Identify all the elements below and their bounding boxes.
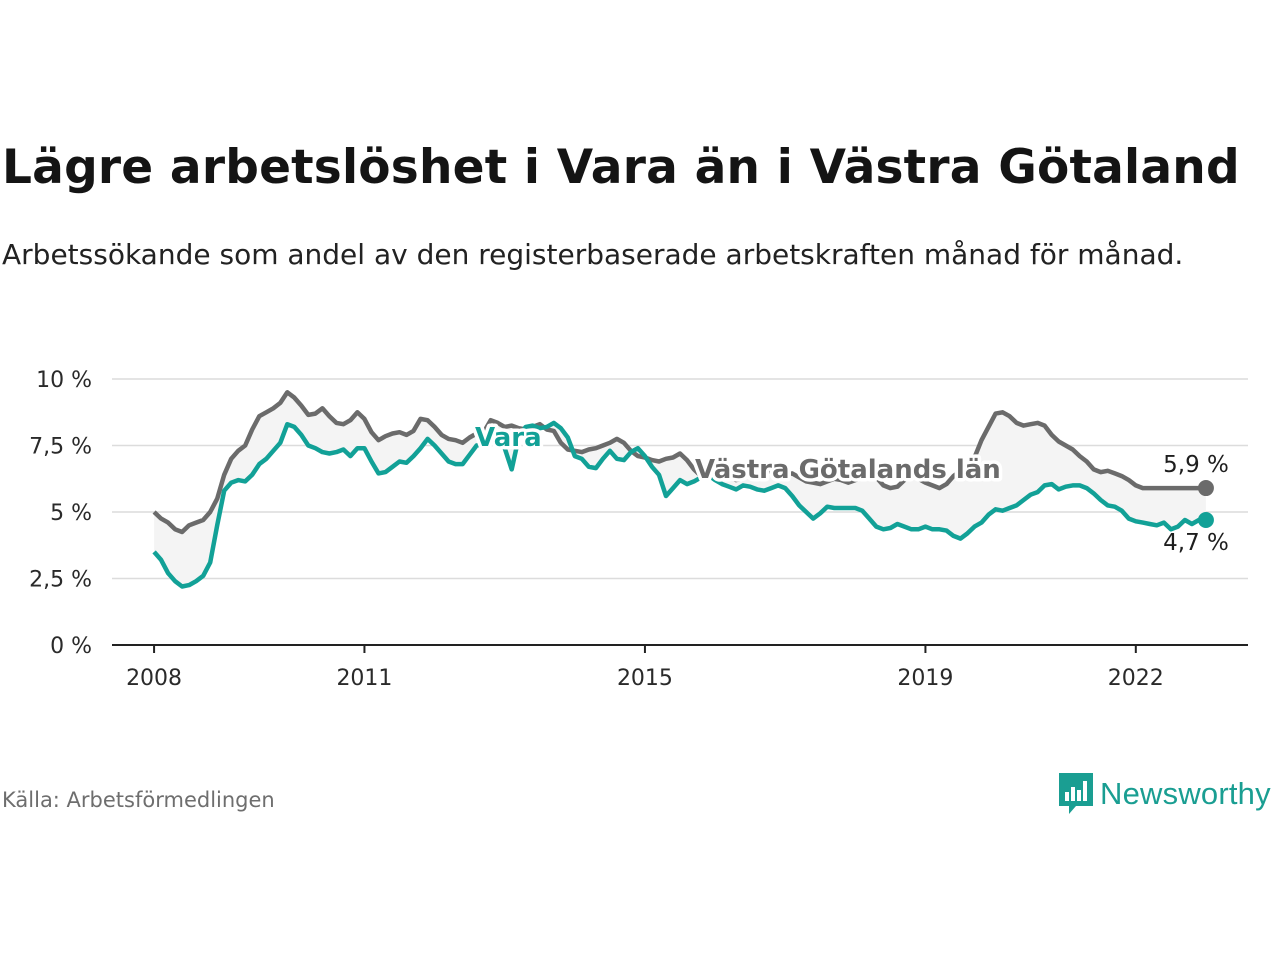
brand-name: Newsworthy (1100, 776, 1271, 811)
grid-lines (112, 378, 1248, 580)
newsworthy-logo: Newsworthy (1058, 772, 1271, 816)
series-label-vara: Vara (475, 423, 542, 453)
y-tick-label: 0 % (50, 634, 92, 659)
end-markers: 5,9 % 4,7 % (1163, 452, 1229, 556)
line-chart: 0 % 2,5 % 5 % 7,5 % 10 % Vara Västra Götaland… (29, 368, 1248, 691)
y-tick-label: 7,5 % (29, 435, 92, 460)
x-tick-label: 2015 (617, 666, 673, 691)
end-marker-vara (1197, 511, 1214, 528)
y-tick-label: 2,5 % (29, 568, 92, 593)
source-note: Källa: Arbetsförmedlingen (2, 788, 275, 812)
y-axis-labels: 0 % 2,5 % 5 % 7,5 % 10 % (29, 368, 92, 659)
newsworthy-icon (1059, 773, 1093, 814)
x-tick-label: 2011 (336, 666, 392, 691)
series-line-vara (152, 420, 1206, 589)
chart-subtitle: Arbetssökande som andel av den registerb… (2, 238, 1184, 271)
series-label-vastra-gotaland: Västra Götalands län (695, 455, 1001, 485)
end-marker-vastra-gotaland (1197, 480, 1214, 497)
difference-band (154, 392, 1206, 587)
x-tick-label: 2022 (1108, 666, 1164, 691)
chart-title: Lägre arbetslöshet i Vara än i Västra Gö… (2, 140, 1240, 195)
end-label-vara: 4,7 % (1163, 530, 1229, 556)
x-tick-label: 2008 (126, 666, 182, 691)
y-tick-label: 5 % (50, 501, 92, 526)
series-line-vastra-gotaland (152, 390, 1206, 535)
series-labels: Vara Västra Götalands län (472, 420, 1005, 489)
x-axis-ticks: 2008 2011 2015 2019 2022 (126, 645, 1164, 691)
x-tick-label: 2019 (897, 666, 953, 691)
end-label-vastra-gotaland: 5,9 % (1163, 452, 1229, 478)
y-tick-label: 10 % (36, 368, 92, 393)
